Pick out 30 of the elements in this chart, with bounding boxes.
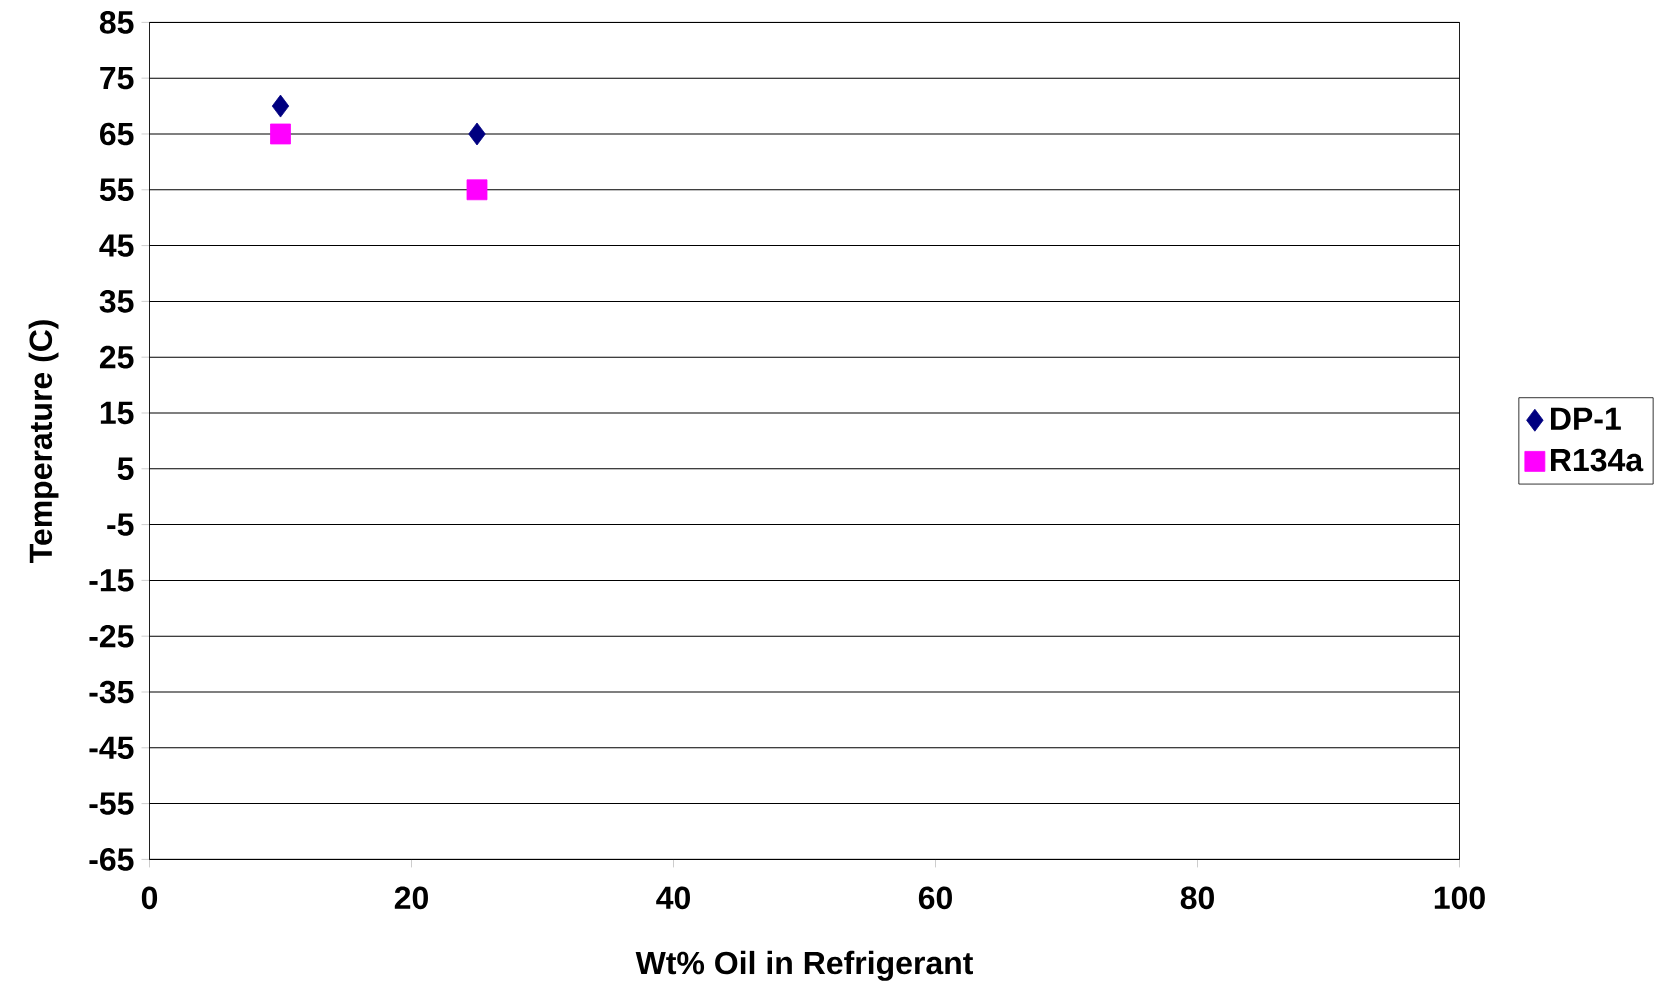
y-tick-label: 45 xyxy=(99,234,134,257)
x-tick-label: 80 xyxy=(1180,886,1214,910)
point xyxy=(271,94,290,118)
y-tick-label: -35 xyxy=(89,680,134,704)
point xyxy=(468,122,486,146)
y-tick-label: 35 xyxy=(99,290,134,313)
legend-label: DP-1 xyxy=(1550,407,1621,430)
x-tick-label: 20 xyxy=(394,886,428,910)
y-tick-label: 55 xyxy=(99,178,134,201)
y-tick-label: 75 xyxy=(100,67,134,90)
y-tick-label: -65 xyxy=(89,848,134,871)
x-tick-label: 40 xyxy=(656,886,690,910)
y-tick-label: -5 xyxy=(107,513,134,536)
x-tick-label: 100 xyxy=(1434,886,1485,910)
y-tick-label: 25 xyxy=(99,345,134,369)
x-tick-label: 60 xyxy=(918,886,952,910)
y-tick-label: 5 xyxy=(117,457,134,480)
y-tick-label: -25 xyxy=(89,624,134,648)
x-axis-title: Wt% Oil in Refrigerant xyxy=(635,950,973,981)
y-tick-label: 15 xyxy=(100,401,134,425)
point xyxy=(466,179,488,201)
point xyxy=(270,123,291,145)
x-tick-label: 0 xyxy=(141,886,158,910)
legend-label: R134a xyxy=(1550,448,1644,472)
y-tick-label: 85 xyxy=(99,11,134,34)
y-tick-label: 65 xyxy=(100,122,134,146)
y-axis-title: Temperature (C) xyxy=(28,320,59,563)
y-tick-label: -15 xyxy=(89,569,134,592)
y-tick-label: -45 xyxy=(89,736,134,759)
y-tick-label: -55 xyxy=(89,792,134,815)
